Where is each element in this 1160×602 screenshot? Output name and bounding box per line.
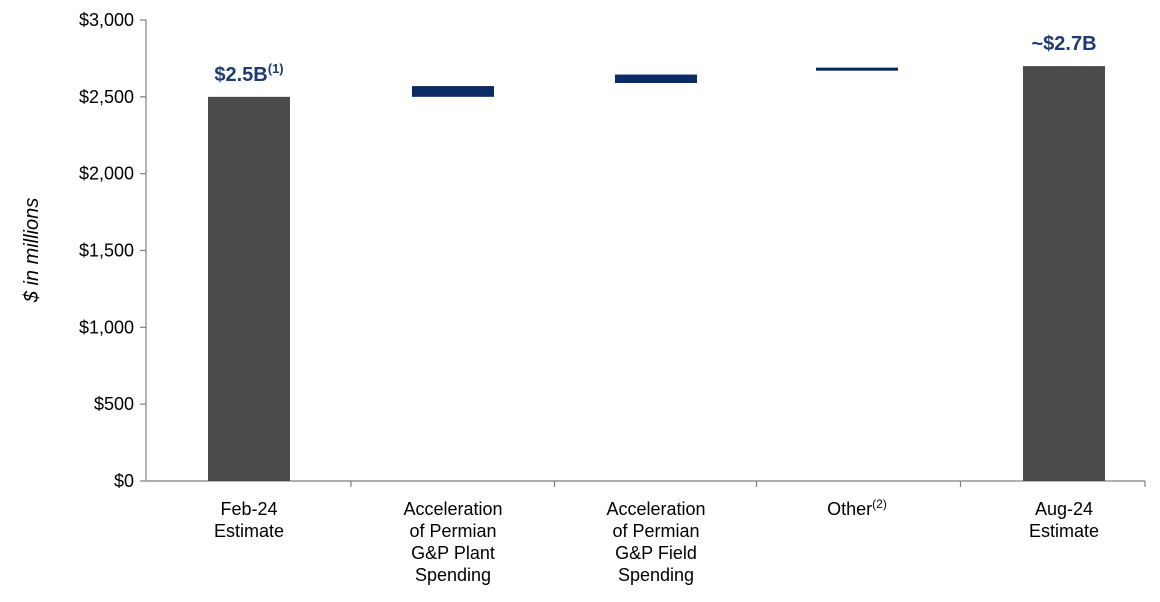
delta-bar [816, 68, 898, 71]
x-category-line: of Permian [612, 521, 699, 541]
x-category-label: Spending [415, 565, 491, 585]
x-category-line: of Permian [409, 521, 496, 541]
x-category-label: G&P Field [615, 543, 697, 563]
x-category-label: Other(2) [827, 497, 887, 519]
bar-value-footnote: (1) [268, 61, 284, 76]
x-category-label: Estimate [214, 521, 284, 541]
y-tick-label: $2,000 [79, 164, 134, 184]
y-axis-title: $ in millions [21, 198, 43, 303]
x-category-label: Estimate [1029, 521, 1099, 541]
y-tick-label: $1,000 [79, 317, 134, 337]
y-tick-label: $0 [114, 471, 134, 491]
x-category-line: Aug-24 [1035, 499, 1093, 519]
y-tick-label: $3,000 [79, 10, 134, 30]
x-category-line: Spending [415, 565, 491, 585]
y-tick-label: $2,500 [79, 87, 134, 107]
total-bar [208, 97, 290, 481]
x-category-line: Spending [618, 565, 694, 585]
x-category-label: of Permian [409, 521, 496, 541]
y-tick-label: $1,500 [79, 241, 134, 261]
x-category-label: Acceleration [403, 499, 502, 519]
x-category-label: Acceleration [606, 499, 705, 519]
x-category-line: Feb-24 [220, 499, 277, 519]
x-category-label: Aug-24 [1035, 499, 1093, 519]
x-category-line: Acceleration [403, 499, 502, 519]
x-category-line: Estimate [214, 521, 284, 541]
x-category-footnote: (2) [872, 497, 887, 511]
bar-value-label: $2.5B(1) [214, 61, 283, 86]
x-category-label: of Permian [612, 521, 699, 541]
bar-value-text: $2.5B [214, 64, 267, 86]
x-category-line: Other [827, 499, 872, 519]
y-tick-label: $500 [94, 394, 134, 414]
x-category-label: G&P Plant [411, 543, 495, 563]
x-category-line: Estimate [1029, 521, 1099, 541]
delta-bar [412, 86, 494, 97]
x-category-line: G&P Plant [411, 543, 495, 563]
x-category-line: Acceleration [606, 499, 705, 519]
bar-value-text: ~$2.7B [1031, 33, 1096, 55]
delta-bar [615, 75, 697, 83]
x-category-line: G&P Field [615, 543, 697, 563]
total-bar [1023, 66, 1105, 481]
x-category-label: Feb-24 [220, 499, 277, 519]
x-category-label: Spending [618, 565, 694, 585]
bar-value-label: ~$2.7B [1031, 33, 1096, 55]
